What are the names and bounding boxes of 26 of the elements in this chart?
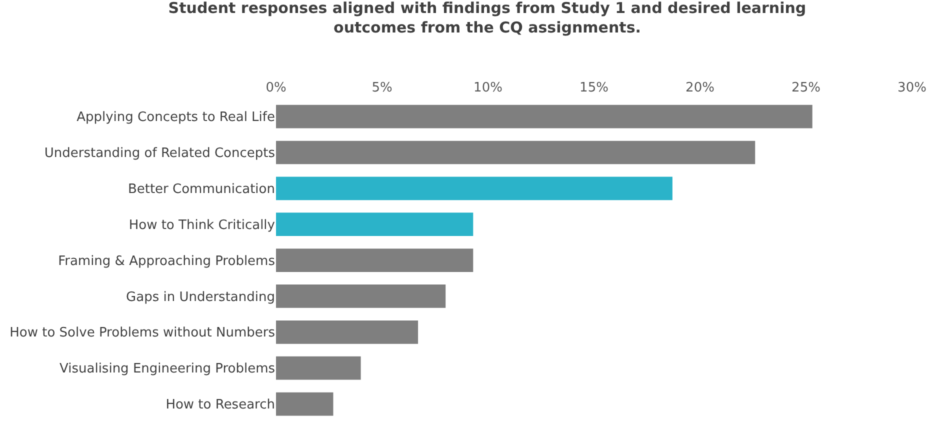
y-tick-label: Visualising Engineering Problems xyxy=(60,362,276,377)
y-tick-label: Applying Concepts to Real Life xyxy=(76,110,275,126)
y-tick-label: Gaps in Understanding xyxy=(126,290,275,305)
bar xyxy=(276,392,334,416)
x-tick-label: 15% xyxy=(580,80,608,96)
y-tick-label: How to Solve Problems without Numbers xyxy=(10,326,276,341)
bar xyxy=(276,320,418,344)
y-tick-label: How to Think Critically xyxy=(128,218,276,233)
bar xyxy=(276,356,361,380)
bar xyxy=(276,140,756,164)
bar xyxy=(276,104,812,128)
bar xyxy=(276,176,672,200)
bar xyxy=(276,248,474,272)
x-tick-label: 20% xyxy=(686,80,714,96)
x-tick-label: 10% xyxy=(474,80,502,96)
x-tick-label: 25% xyxy=(792,80,820,96)
x-tick-label: 0% xyxy=(266,80,286,96)
chart-title: Student responses aligned with findings from Study 1 and desired learning outcomes from the CQ assignments. xyxy=(168,0,806,36)
x-tick-label: 30% xyxy=(898,80,926,96)
bar xyxy=(276,212,474,236)
y-tick-label: Framing & Approaching Problems xyxy=(58,254,276,269)
bar xyxy=(276,284,446,308)
y-tick-label: Understanding of Related Concepts xyxy=(44,146,276,162)
y-tick-label: How to Research xyxy=(166,398,275,413)
x-tick-label: 5% xyxy=(372,80,392,96)
y-tick-label: Better Communication xyxy=(128,182,275,197)
